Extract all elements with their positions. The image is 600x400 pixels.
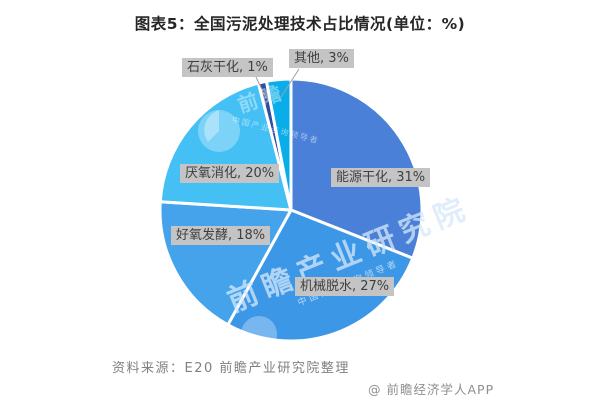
leader-line-lime-drying xyxy=(255,76,267,99)
watermark-logo-circle-top xyxy=(198,110,240,152)
leader-line-other xyxy=(280,68,300,98)
slice-label-other: 其他, 3% xyxy=(289,49,354,68)
slice-label-mechanical-dewater: 机械脱水, 27% xyxy=(295,277,395,296)
slice-label-anaerobic-digest: 厌氧消化, 20% xyxy=(180,164,280,183)
slice-label-energy-drying: 能源干化, 31% xyxy=(331,168,431,187)
watermark-logo-swoosh xyxy=(204,110,219,142)
watermark-logo-circle-bottom xyxy=(241,316,277,352)
source-note: 资料来源：E20 前瞻产业研究院整理 xyxy=(112,361,350,376)
pie-slices-group xyxy=(158,77,424,343)
app-credit: @ 前瞻经济学人APP xyxy=(368,382,495,397)
chart-title: 图表5：全国污泥处理技术占比情况(单位：%) xyxy=(134,15,466,33)
slice-label-aerobic-ferment: 好氧发酵, 18% xyxy=(171,226,271,245)
pie-slice-5 xyxy=(264,77,293,212)
slice-label-lime-drying: 石灰干化, 1% xyxy=(182,58,273,77)
